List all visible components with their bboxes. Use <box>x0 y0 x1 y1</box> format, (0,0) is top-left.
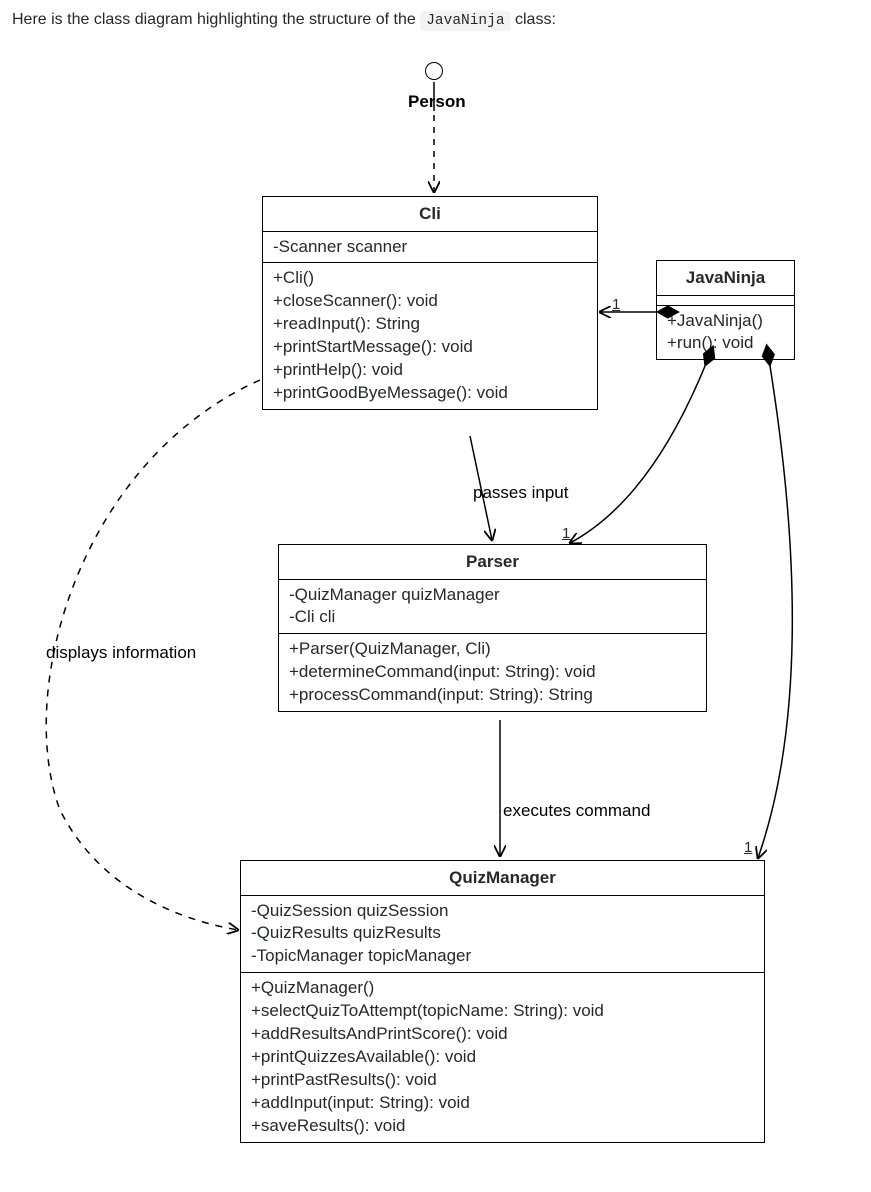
class-javaninja-fields <box>657 296 794 306</box>
class-parser: Parser -QuizManager quizManager -Cli cli… <box>278 544 707 712</box>
actor-circle <box>425 62 443 80</box>
mult-cli-javaninja: 1 <box>612 294 620 317</box>
class-parser-methods: +Parser(QuizManager, Cli) +determineComm… <box>279 634 706 711</box>
class-quizmanager-title: QuizManager <box>241 861 764 896</box>
class-cli: Cli -Scanner scanner +Cli() +closeScanne… <box>262 196 598 410</box>
label-displays-information: displays information <box>46 640 196 666</box>
actor-label: Person <box>408 89 466 115</box>
class-javaninja: JavaNinja +JavaNinja() +run(): void <box>656 260 795 360</box>
class-cli-methods: +Cli() +closeScanner(): void +readInput(… <box>263 263 597 409</box>
intro-code: JavaNinja <box>420 11 510 31</box>
intro-text: Here is the class diagram highlighting t… <box>12 8 859 33</box>
class-cli-title: Cli <box>263 197 597 232</box>
class-parser-title: Parser <box>279 545 706 580</box>
class-javaninja-methods: +JavaNinja() +run(): void <box>657 306 794 360</box>
label-executes-command: executes command <box>503 798 650 824</box>
class-cli-fields: -Scanner scanner <box>263 232 597 264</box>
class-quizmanager-methods: +QuizManager() +selectQuizToAttempt(topi… <box>241 973 764 1142</box>
intro-suffix: class: <box>515 11 556 28</box>
mult-quizmanager-javaninja: 1 <box>744 837 752 860</box>
label-passes-input: passes input <box>473 480 568 506</box>
class-quizmanager-fields: -QuizSession quizSession -QuizResults qu… <box>241 896 764 974</box>
class-diagram: Person Cli -Scanner scanner +Cli() +clos… <box>0 40 871 1180</box>
intro-prefix: Here is the class diagram highlighting t… <box>12 11 420 28</box>
mult-parser-javaninja: 1 <box>562 523 570 546</box>
class-parser-fields: -QuizManager quizManager -Cli cli <box>279 580 706 635</box>
class-quizmanager: QuizManager -QuizSession quizSession -Qu… <box>240 860 765 1143</box>
class-javaninja-title: JavaNinja <box>657 261 794 296</box>
